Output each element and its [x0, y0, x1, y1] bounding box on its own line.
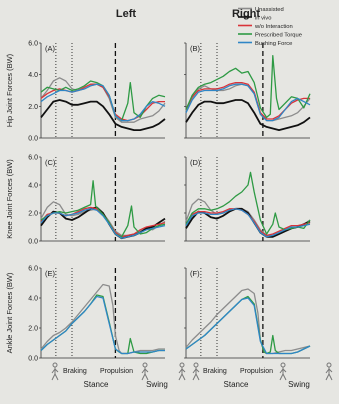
series-line [40, 99, 166, 131]
walking-figure-icon [51, 362, 59, 381]
series-line [40, 83, 166, 122]
series-line [40, 180, 166, 238]
series-line [185, 208, 311, 238]
chart-panel: (B) [184, 42, 311, 139]
series-line [40, 208, 166, 239]
series-line [40, 283, 165, 355]
walking-figure-icon [325, 362, 333, 381]
swing-label-left: Swing [146, 380, 168, 389]
propulsion-label-right: Propulsion [240, 368, 273, 375]
y-tick-label: 6.0 [28, 155, 38, 162]
chart-panel: (F) [184, 267, 311, 359]
panel-label: (B) [190, 44, 201, 53]
axis-frame [40, 268, 165, 359]
swing-label-right: Swing [288, 380, 310, 389]
series-line [185, 171, 311, 235]
chart-panel: (D) [184, 156, 311, 242]
panel-label: (F) [190, 269, 200, 278]
y-tick-label: 6.0 [28, 266, 38, 273]
gait-phase-axis: Braking Propulsion Stance Swing Braking … [51, 362, 333, 389]
series-line [185, 55, 311, 119]
legend-label: Bushing Force [255, 41, 292, 47]
y-tick-label: 4.0 [28, 72, 38, 79]
walking-figure-icon [141, 362, 149, 381]
series-line [185, 81, 310, 120]
stance-label-right: Stance [224, 380, 249, 389]
series-line [185, 99, 311, 131]
walking-figure-icon [178, 362, 186, 381]
series-line [40, 206, 166, 240]
braking-label-right: Braking [203, 368, 227, 375]
panel-label: (A) [45, 44, 56, 53]
y-tick-label: 0.0 [28, 136, 38, 143]
y-tick-label: 2.0 [28, 104, 38, 111]
y-tick-label: 4.0 [28, 183, 38, 190]
y-tick-label: 0.0 [28, 356, 38, 363]
y-tick-label: 2.0 [28, 211, 38, 218]
y-tick-label: 0.0 [28, 239, 38, 246]
series-line [185, 288, 311, 355]
series-line [185, 198, 311, 237]
legend-label: Prescribed Torque [255, 33, 302, 39]
y-axis-title: Knee Joint Forces (BW) [5, 159, 14, 239]
panel-label: (E) [45, 269, 56, 278]
y-tick-label: 6.0 [28, 41, 38, 48]
propulsion-label-left: Propulsion [100, 368, 133, 375]
series-line [40, 295, 165, 355]
y-axis-title: Hip Joint Forces (BW) [5, 53, 14, 127]
chart-panel: 0.0 2.0 4.0 6.0 (E) Ankle Joint Forces (BW) [5, 266, 165, 363]
legend-label: in vivo [255, 16, 271, 22]
braking-label-left: Braking [63, 368, 87, 375]
panel-label: (D) [190, 158, 201, 167]
y-tick-label: 2.0 [28, 326, 38, 333]
chart-panel: 0.0 2.0 4.0 6.0 (C) Knee Joint Forces (BW) [5, 155, 166, 246]
panel-label: (C) [45, 158, 56, 167]
series-line [40, 294, 165, 355]
series-line [185, 297, 311, 355]
chart-panel: 0.0 2.0 4.0 6.0 (A) Hip Joint Forces (BW) [5, 41, 166, 143]
series-line [40, 83, 165, 122]
panels: 0.0 2.0 4.0 6.0 (A) Hip Joint Forces (BW) (B) 0… [5, 41, 311, 363]
legend-label: w/o Interaction [254, 24, 293, 30]
walking-figure-icon [192, 362, 200, 381]
series-line [185, 83, 311, 122]
column-header-left: Left [116, 8, 137, 20]
axis-frame [185, 268, 310, 359]
series-line [185, 295, 311, 355]
stance-label-left: Stance [84, 380, 109, 389]
y-axis-title: Ankle Joint Forces (BW) [5, 272, 14, 353]
y-tick-label: 4.0 [28, 296, 38, 303]
legend: Unassisted in vivo w/o Interaction Prescrib… [238, 7, 302, 47]
walking-figure-icon [279, 362, 287, 381]
legend-label: Unassisted [255, 7, 284, 13]
